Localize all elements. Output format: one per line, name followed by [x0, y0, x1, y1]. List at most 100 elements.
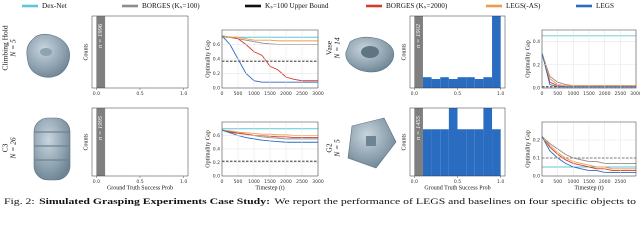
histogram-bar: [414, 16, 423, 88]
x-tick-label: 0.5: [136, 91, 143, 97]
x-tick-label: 1000: [248, 179, 260, 185]
x-tick-label: 1000: [567, 179, 579, 185]
x-tick-label: 2500: [296, 179, 308, 185]
x-tick-label: 0: [541, 179, 544, 185]
histogram-bar: [96, 108, 106, 176]
object-name: C3: [1, 143, 10, 152]
object-name: Climbing Hold: [1, 25, 10, 70]
x-axis-label: Timestep (t): [574, 184, 603, 191]
object-name: G2: [325, 143, 334, 152]
x-tick-label: 2000: [280, 179, 292, 185]
object-render: [26, 33, 70, 78]
x-tick-label: 500: [553, 179, 562, 185]
legend-label: Dex-Net: [42, 2, 67, 10]
y-tick-label: 0.4: [533, 39, 540, 45]
object-render: [345, 36, 394, 73]
caption-label: Fig. 2:: [4, 197, 35, 206]
x-axis-label: Ground Truth Success Prob: [107, 185, 173, 191]
histogram-bar: [431, 79, 441, 88]
axes-frame: [221, 29, 319, 89]
bar-annotation: n = 1995: [97, 115, 104, 140]
y-axis-label: Counts: [401, 133, 407, 151]
object-count: N = 5: [9, 39, 18, 58]
legend-label: BORGES (Kₛ=2000): [386, 2, 448, 10]
histogram-bar: [457, 129, 467, 176]
y-axis-label: Counts: [83, 133, 89, 151]
axes-frame: [541, 121, 637, 177]
legend-label: Kₛ=100 Upper Bound: [265, 2, 329, 10]
y-tick-label: 0.2: [213, 160, 220, 166]
x-tick-label: 1500: [583, 91, 595, 97]
histogram-bar: [466, 77, 475, 88]
plot-area: [414, 16, 501, 88]
histogram-bar: [483, 108, 493, 176]
bar-annotation: n = 1455: [415, 115, 422, 140]
x-tick-label: 0.0: [411, 91, 418, 97]
x-tick-label: 0.5: [454, 179, 461, 185]
x-tick-label: 2500: [614, 179, 626, 185]
histogram-bar: [422, 129, 432, 176]
histogram-bar: [474, 79, 484, 88]
x-tick-label: 0: [541, 91, 544, 97]
x-axis-label: Timestep (t): [255, 184, 284, 191]
histogram-bar: [483, 77, 493, 88]
histogram-bar: [448, 79, 458, 88]
object-name: Vase: [325, 40, 334, 55]
plot-area: [96, 108, 184, 176]
x-tick-label: 0: [221, 179, 224, 185]
x-tick-label: 500: [553, 91, 562, 97]
x-tick-label: 2000: [599, 179, 611, 185]
y-tick-label: 0.2: [533, 62, 540, 68]
x-tick-label: 1500: [264, 91, 276, 97]
histogram-bar: [422, 77, 432, 88]
x-tick-label: 3000: [630, 91, 640, 97]
x-tick-label: 2000: [599, 91, 611, 97]
y-axis-label: Optimality Gap: [525, 40, 531, 78]
histogram-bar: [492, 129, 501, 176]
x-tick-label: 3000: [312, 179, 324, 185]
axes-frame: [91, 15, 189, 89]
object-render: [347, 117, 397, 169]
legend-label: BORGES (Kₛ=100): [142, 2, 200, 10]
caption-text: We report the performance of LEGS and ba…: [274, 197, 636, 206]
histogram-bar: [474, 129, 484, 176]
y-tick-label: 0.4: [213, 147, 220, 153]
object-count: N = 26: [9, 137, 18, 160]
histogram-bar: [440, 77, 449, 88]
bar-annotation: n = 1902: [415, 23, 422, 48]
y-axis-label: Optimality Gap: [205, 130, 211, 168]
x-tick-label: 0: [221, 91, 224, 97]
x-tick-label: 0.0: [411, 179, 418, 185]
object-render: [33, 117, 71, 181]
histogram-bar: [414, 108, 423, 176]
axes-frame: [91, 107, 189, 177]
x-tick-label: 500: [234, 91, 243, 97]
x-tick-label: 1000: [248, 91, 260, 97]
x-tick-label: 0.0: [93, 179, 100, 185]
x-tick-label: 2000: [280, 91, 292, 97]
histogram-bar: [457, 77, 467, 88]
x-tick-label: 500: [234, 179, 243, 185]
object-count: N = 14: [333, 37, 342, 60]
axes-frame: [221, 121, 319, 177]
x-tick-label: 1000: [567, 91, 579, 97]
legend-label: LEGS: [596, 2, 614, 10]
y-axis-label: Optimality Gap: [525, 130, 531, 168]
plot-area: [414, 108, 501, 176]
axes-frame: [409, 15, 506, 89]
y-tick-label: 0.0: [213, 174, 220, 180]
x-axis-label: Ground Truth Success Prob: [424, 185, 490, 191]
bar-annotation: n = 1996: [97, 23, 104, 48]
histogram-bar: [431, 129, 441, 176]
histogram-bar: [440, 129, 449, 176]
histogram-bar: [448, 108, 458, 176]
x-tick-label: 0.5: [454, 91, 461, 97]
y-tick-label: 0.2: [533, 138, 540, 144]
histogram-bar: [466, 129, 475, 176]
caption: Fig. 2: Simulated Grasping Experiments Ca…: [4, 197, 636, 206]
x-tick-label: 1.0: [180, 179, 187, 185]
x-tick-label: 0.5: [136, 179, 143, 185]
x-tick-label: 3000: [312, 91, 324, 97]
y-axis-label: Optimality Gap: [205, 40, 211, 78]
